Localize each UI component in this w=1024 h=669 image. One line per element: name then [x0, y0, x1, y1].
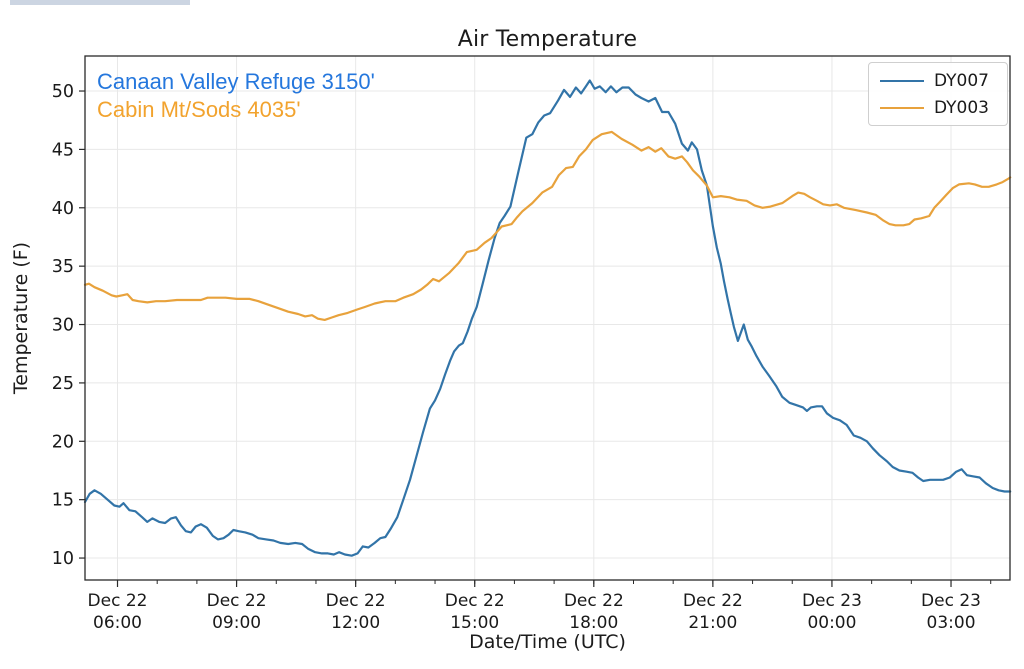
x-tick-label-time: 03:00 [927, 613, 976, 633]
station-label-canaan-valley: Canaan Valley Refuge 3150' [97, 69, 375, 94]
y-tick-label: 50 [52, 82, 74, 102]
y-tick-label: 10 [52, 549, 74, 569]
legend-entry-DY007: DY007 [869, 71, 1007, 91]
chart-title: Air Temperature [457, 27, 638, 52]
x-tick-label-time: 12:00 [331, 613, 380, 633]
legend-entry-label: DY007 [934, 70, 989, 91]
x-tick-label-date: Dec 23 [921, 591, 981, 611]
y-tick-label: 30 [52, 316, 74, 336]
y-tick-label: 35 [52, 257, 74, 277]
x-tick-label-date: Dec 22 [207, 591, 267, 611]
y-axis-label: Temperature (F) [10, 241, 32, 395]
legend: DY007 DY003 [868, 62, 1008, 126]
series-line-DY003 [83, 130, 1012, 321]
y-tick-label: 25 [52, 374, 74, 394]
y-tick-label: 40 [52, 199, 74, 219]
station-label-cabin-mt-sods: Cabin Mt/Sods 4035' [97, 97, 301, 122]
y-tick-label: 45 [52, 140, 74, 160]
top-left-artifact-bar [10, 0, 190, 5]
x-tick-label-date: Dec 22 [445, 591, 505, 611]
x-tick-label-time: 18:00 [569, 613, 618, 633]
y-tick-label: 20 [52, 432, 74, 452]
x-tick-label-date: Dec 22 [683, 591, 743, 611]
legend-line-swatch [880, 79, 924, 82]
series-line-DY007 [83, 79, 1012, 557]
x-tick-label-date: Dec 22 [564, 591, 624, 611]
x-tick-label-time: 15:00 [450, 613, 499, 633]
legend-entry-label: DY003 [934, 97, 989, 118]
x-tick-label-time: 09:00 [212, 613, 261, 633]
x-tick-label-time: 00:00 [807, 613, 856, 633]
y-tick-label: 15 [52, 491, 74, 511]
x-tick-label-date: Dec 23 [802, 591, 862, 611]
x-tick-label-time: 06:00 [93, 613, 142, 633]
x-tick-label-date: Dec 22 [88, 591, 148, 611]
x-axis-label: Date/Time (UTC) [469, 631, 626, 653]
legend-entry-DY003: DY003 [869, 98, 1007, 118]
x-tick-label-time: 21:00 [688, 613, 737, 633]
plot-border [84, 55, 1011, 581]
legend-line-swatch [880, 106, 924, 109]
x-tick-label-date: Dec 22 [326, 591, 386, 611]
